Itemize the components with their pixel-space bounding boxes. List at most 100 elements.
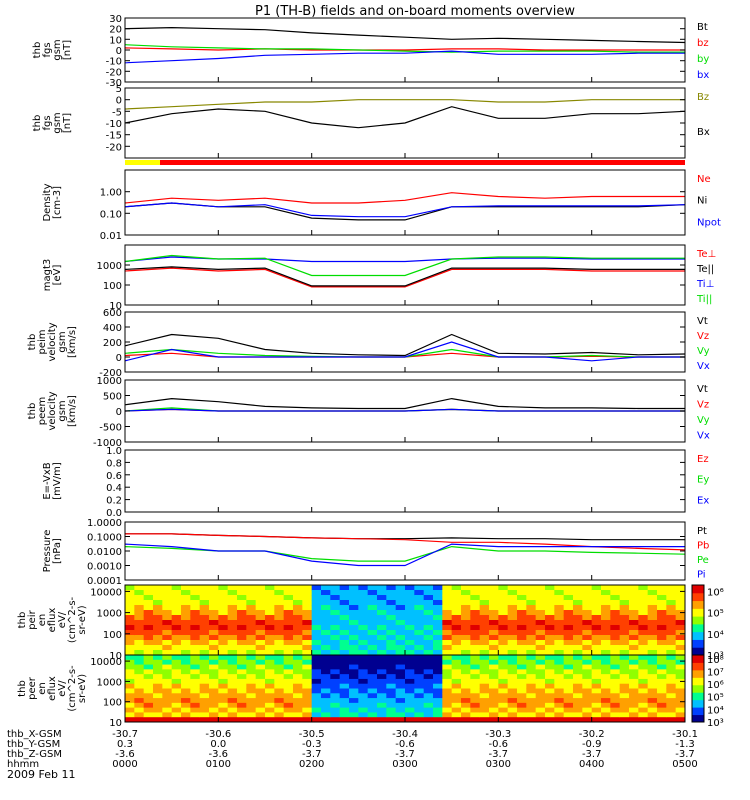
heatmap-cell xyxy=(265,693,275,699)
y-tick-label: 1000 xyxy=(97,376,122,387)
heatmap-cell xyxy=(227,688,238,694)
heatmap-cell xyxy=(377,664,387,670)
heatmap-cell xyxy=(377,678,387,685)
heatmap-cell xyxy=(638,635,649,641)
y-tick-label: 0.0010 xyxy=(87,562,122,573)
heatmap-cell xyxy=(423,635,434,641)
heatmap-cell xyxy=(255,664,266,670)
heatmap-cell xyxy=(209,610,219,616)
heatmap-cell xyxy=(330,698,341,704)
heatmap-cell xyxy=(255,698,266,704)
heatmap-cell xyxy=(143,707,154,713)
heatmap-cell xyxy=(255,600,266,606)
heatmap-cell xyxy=(199,585,210,591)
heatmap-cell xyxy=(526,595,537,601)
ephemeris-value: -3.7 xyxy=(302,749,322,760)
heatmap-cell xyxy=(209,717,219,723)
heatmap-cell xyxy=(442,698,453,704)
heatmap-cell xyxy=(554,664,565,670)
heatmap-cell xyxy=(601,585,611,591)
heatmap-cell xyxy=(414,605,425,611)
heatmap-cell xyxy=(143,655,154,661)
heatmap-cell xyxy=(283,702,294,709)
heatmap-cell xyxy=(377,595,387,601)
heatmap-cell xyxy=(433,630,443,636)
heatmap-cell xyxy=(181,698,191,704)
heatmap-cell xyxy=(274,610,285,616)
heatmap-cell xyxy=(302,674,313,680)
heatmap-cell xyxy=(657,650,667,656)
heatmap-cell xyxy=(479,645,490,651)
heatmap-cell xyxy=(367,688,378,694)
heatmap-cell xyxy=(246,688,257,694)
heatmap-cell xyxy=(405,615,415,621)
heatmap-cell xyxy=(330,717,341,723)
heatmap-cell xyxy=(386,693,397,699)
heatmap-cell xyxy=(461,702,471,709)
heatmap-cell xyxy=(666,717,677,723)
heatmap-cell xyxy=(339,600,350,606)
heatmap-cell xyxy=(601,640,611,646)
y-axis-label-line: thb xyxy=(17,680,28,697)
heatmap-cell xyxy=(181,595,191,601)
heatmap-cell xyxy=(358,600,369,606)
heatmap-cell xyxy=(573,664,583,670)
heatmap-cell xyxy=(237,693,247,699)
heatmap-cell xyxy=(666,620,677,626)
heatmap-cell xyxy=(535,650,546,656)
heatmap-cell xyxy=(237,678,247,685)
heatmap-cell xyxy=(526,693,537,699)
y-axis-label-line: gsm xyxy=(57,331,68,352)
heatmap-cell xyxy=(237,605,247,611)
heatmap-cell xyxy=(153,650,163,656)
heatmap-cell xyxy=(395,595,406,601)
heatmap-cell xyxy=(563,645,574,651)
heatmap-cell xyxy=(507,640,518,646)
heatmap-cell xyxy=(573,600,583,606)
heatmap-cell xyxy=(283,655,294,661)
heatmap-cell xyxy=(405,640,415,646)
heatmap-cell xyxy=(302,620,313,626)
heatmap-cell xyxy=(283,615,294,621)
heatmap-cell xyxy=(666,610,677,616)
heatmap-cell xyxy=(610,620,621,626)
heatmap-cell xyxy=(162,620,173,626)
heatmap-cell xyxy=(498,702,509,709)
heatmap-cell xyxy=(442,590,453,596)
heatmap-cell xyxy=(358,717,369,723)
series-line-Vx xyxy=(124,408,685,412)
heatmap-cell xyxy=(321,635,331,641)
heatmap-cell xyxy=(489,693,499,699)
heatmap-cell xyxy=(479,693,490,699)
heatmap-cell xyxy=(423,590,434,596)
heatmap-cell xyxy=(442,659,453,666)
y-axis-label-line: [nPa] xyxy=(52,538,63,564)
heatmap-cell xyxy=(255,674,266,680)
heatmap-cell xyxy=(461,650,471,656)
heatmap-cell xyxy=(451,655,462,661)
heatmap-cell xyxy=(237,595,247,601)
heatmap-cell xyxy=(302,688,313,694)
heatmap-cell xyxy=(246,585,257,591)
heatmap-cell xyxy=(470,620,481,626)
heatmap-cell xyxy=(489,585,499,591)
heatmap-cell xyxy=(489,610,499,616)
heatmap-cell xyxy=(414,698,425,704)
heatmap-cell xyxy=(293,630,303,636)
heatmap-cell xyxy=(134,620,145,626)
heatmap-cell xyxy=(545,600,555,606)
heatmap-cell xyxy=(470,688,481,694)
heatmap-cell xyxy=(321,659,331,666)
heatmap-cell xyxy=(274,585,285,591)
heatmap-cell xyxy=(526,664,537,670)
heatmap-cell xyxy=(209,655,219,661)
heatmap-cell xyxy=(489,683,499,689)
heatmap-cell xyxy=(647,600,658,606)
heatmap-cell xyxy=(498,693,509,699)
heatmap-cell xyxy=(507,702,518,709)
heatmap-cell xyxy=(517,645,527,651)
y-tick-label: -30 xyxy=(106,78,122,89)
heatmap-cell xyxy=(311,678,322,685)
heatmap-cell xyxy=(171,712,182,718)
